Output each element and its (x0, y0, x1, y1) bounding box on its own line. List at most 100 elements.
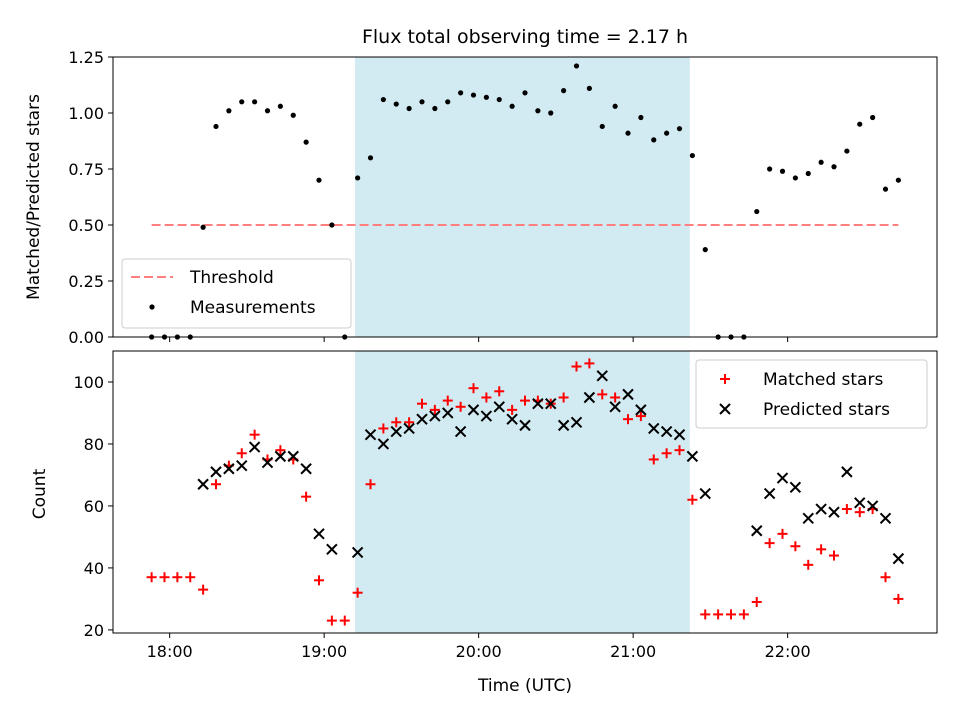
matched-star-point (185, 572, 196, 583)
predicted-star-point (467, 404, 480, 416)
predicted-star-point (570, 416, 583, 428)
cross-b (686, 450, 699, 463)
matched-star-point (236, 448, 247, 459)
predicted-star-point (429, 410, 441, 422)
predicted-star-point (377, 438, 390, 450)
bottom-x-axis-label: Time (UTC) (477, 676, 572, 696)
figure-title: Flux total observing time = 2.17 h (362, 26, 688, 48)
measurement-point (200, 224, 206, 230)
bottom-y-axis-label: Count (30, 468, 50, 519)
bottom-panel-counts: 20 40 60 80 100 18:00 19:00 20:00 21:00 22:00 Co… (30, 350, 938, 696)
cross-b (519, 419, 531, 432)
measurement-point (239, 99, 245, 105)
y-tick-label: 20 (84, 621, 104, 640)
matched-star-point (648, 454, 659, 465)
measurement-point (548, 110, 554, 116)
matched-star-point (520, 395, 530, 406)
cross-b (660, 425, 673, 438)
predicted-star-point (776, 472, 789, 484)
measurement-point (754, 208, 760, 215)
cross-b (313, 528, 325, 540)
top-y-axis-label: Matched/Predicted stars (24, 94, 44, 300)
measurement-point (470, 92, 477, 98)
cross-b (673, 428, 686, 441)
matched-star-point (854, 507, 865, 518)
predicted-star-point (261, 456, 274, 469)
matched-star-point (378, 423, 389, 434)
matched-star-point (494, 386, 505, 397)
matched-star-point (597, 389, 608, 400)
measurement-point (367, 155, 374, 161)
measurements-series (149, 63, 901, 340)
predicted-star-point (493, 401, 505, 413)
cross-b (429, 410, 441, 422)
measurement-point (779, 168, 786, 174)
matched-star-point (841, 504, 852, 515)
x-tick-label: 18:00 (147, 642, 193, 661)
predicted-star-point (802, 512, 814, 525)
legend-measurement-label: Measurements (190, 298, 316, 318)
matched-star-point (468, 383, 479, 394)
measurement-point (329, 222, 335, 228)
measurement-point (406, 105, 412, 112)
measurement-point (419, 99, 425, 105)
predicted-star-point (866, 500, 879, 512)
measurement-point (252, 99, 258, 105)
cross-b (210, 466, 222, 478)
matched-star-point (326, 615, 337, 626)
measurement-point (277, 103, 283, 109)
predicted-star-point (699, 487, 711, 500)
predicted-star-point (351, 546, 364, 559)
cross-b (467, 404, 480, 416)
matched-star-point (790, 541, 801, 552)
matched-star-point (249, 429, 260, 440)
measurement-point (496, 96, 502, 103)
y-tick-label: 0.00 (68, 328, 104, 347)
measurement-point (458, 90, 464, 96)
predicted-star-point (686, 450, 699, 463)
cross-b (854, 497, 866, 509)
cross-b (815, 503, 827, 515)
predicted-star-point (751, 525, 763, 537)
matched-star-point (726, 609, 736, 620)
legend-box (121, 258, 352, 329)
cross-b (866, 500, 879, 512)
predicted-star-point (248, 441, 261, 453)
counts-series (146, 358, 905, 626)
matched-star-point (635, 411, 646, 422)
cross-b (648, 422, 660, 435)
matched-star-point (880, 572, 891, 583)
predicted-star-point (287, 450, 299, 463)
y-tick-label: 0.50 (68, 216, 104, 235)
legend-predicted-label: Predicted stars (763, 400, 890, 420)
measurement-point (702, 247, 708, 253)
measurement-point (818, 159, 824, 165)
measurement-point (355, 175, 361, 181)
cross-b (506, 413, 518, 425)
cross-b (454, 425, 467, 438)
matched-star-point (211, 479, 221, 490)
cross-b (377, 438, 390, 450)
cross-b (390, 425, 402, 438)
matched-star-point (314, 575, 324, 586)
cross-b (287, 450, 299, 463)
predicted-star-point (892, 552, 905, 565)
measurement-point (522, 90, 528, 96)
bottom-y-axis: 20 40 60 80 100 (73, 373, 113, 640)
cross-b (892, 552, 905, 565)
top-plot-frame (112, 56, 938, 338)
measurement-point (857, 121, 863, 127)
predicted-star-point (879, 512, 892, 525)
cross-b (248, 441, 261, 453)
cross-b (570, 416, 583, 428)
y-tick-label: 0.75 (68, 160, 104, 179)
cross-b (763, 487, 776, 500)
cross-b (416, 413, 428, 425)
cross-b (879, 512, 892, 525)
predicted-star-point (210, 466, 222, 478)
matched-star-point (777, 528, 788, 539)
cross-b (596, 370, 608, 382)
measurement-point (303, 139, 309, 145)
matched-star-point (146, 572, 157, 583)
